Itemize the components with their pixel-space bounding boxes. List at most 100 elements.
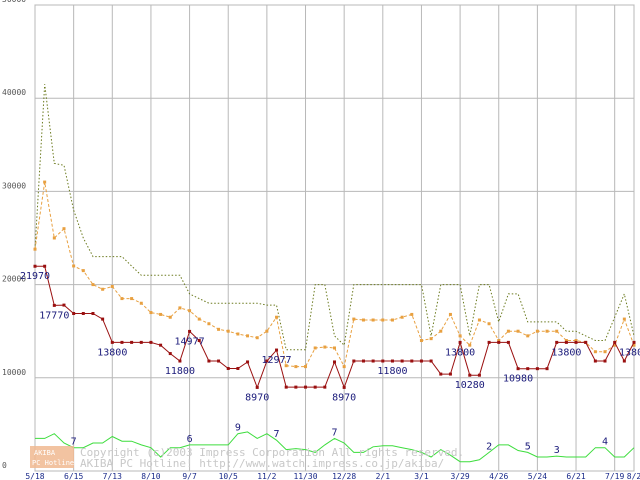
series-point: [304, 385, 308, 389]
x-axis: 5/18 6/15 7/13 8/10 9/7 10/5 11/2 11/30 12/28 2/1…: [25, 472, 640, 480]
series-point: [545, 329, 549, 333]
series-point: [139, 301, 143, 305]
series-point: [43, 180, 47, 184]
series-point: [333, 360, 336, 364]
x-tick-label: 10/5: [219, 472, 238, 480]
series-point: [226, 329, 230, 333]
series-point: [506, 340, 510, 344]
series-point: [226, 366, 230, 370]
series-point: [120, 340, 124, 344]
series-point: [62, 303, 66, 307]
series-point: [497, 339, 501, 343]
data-label: 11800: [165, 366, 195, 377]
series-point: [91, 283, 95, 287]
series-point: [390, 359, 394, 363]
x-tick-label: 8/2: [627, 472, 640, 480]
series-point: [255, 336, 259, 340]
series-point: [207, 359, 211, 363]
series-point: [178, 306, 182, 310]
series-point: [361, 318, 365, 322]
y-tick-label: 10000: [2, 368, 26, 377]
x-tick-label: 8/10: [141, 472, 160, 480]
series-point: [545, 367, 549, 371]
x-tick-label: 11/30: [293, 472, 317, 480]
count-label: 6: [187, 434, 193, 445]
series-point: [110, 284, 114, 288]
series-point: [197, 317, 201, 321]
y-tick-label: 20000: [2, 275, 26, 284]
series-point: [149, 340, 153, 344]
series-point: [130, 340, 134, 344]
series-point: [458, 340, 462, 344]
series-point: [323, 345, 327, 349]
data-label: 13800: [445, 347, 475, 358]
series-point: [632, 343, 636, 347]
y-tick-label: 40000: [2, 88, 26, 97]
series-point: [101, 287, 105, 291]
series-point: [236, 332, 240, 336]
series-point: [284, 364, 288, 368]
x-tick-label: 5/24: [528, 472, 547, 480]
series-point: [130, 297, 134, 301]
data-label: 11800: [377, 366, 407, 377]
series-point: [81, 269, 85, 273]
series-point: [448, 372, 452, 376]
series-point: [188, 309, 192, 313]
series-line: [34, 182, 635, 369]
series-point: [294, 365, 298, 369]
x-tick-label: 5/18: [25, 472, 44, 480]
series-point: [265, 359, 269, 363]
series-point: [323, 385, 327, 389]
series-point: [197, 339, 201, 343]
series-point: [439, 372, 443, 376]
x-tick-label: 7/13: [103, 472, 122, 480]
series-point: [91, 311, 95, 315]
series-point: [33, 264, 37, 268]
series-point: [632, 340, 636, 344]
series-point: [313, 346, 317, 350]
series-point: [429, 359, 433, 363]
x-tick-label: 7/19: [605, 472, 624, 480]
series-point: [410, 312, 414, 316]
akiba-logo: AKIBA PC Hotline!: [30, 446, 78, 468]
series-point: [419, 359, 423, 363]
series-point: [81, 311, 85, 315]
series-point: [149, 311, 153, 315]
data-label: 17770: [39, 310, 69, 321]
series-point: [381, 318, 385, 322]
logo-line1: AKIBA: [34, 449, 56, 457]
series-point: [110, 340, 114, 344]
series-point: [284, 385, 288, 389]
logo-line2: PC Hotline!: [32, 459, 78, 467]
series-point: [207, 322, 211, 326]
series-point: [275, 315, 279, 319]
series-point: [72, 311, 76, 315]
series-point: [400, 359, 404, 363]
count-label: 4: [602, 437, 608, 448]
x-tick-label: 6/15: [64, 472, 83, 480]
series-point: [535, 329, 539, 333]
series-point: [381, 359, 385, 363]
series-point: [613, 343, 617, 347]
count-label: 7: [274, 429, 280, 440]
series-point: [352, 317, 356, 321]
series-point: [439, 329, 443, 333]
series-point: [139, 340, 143, 344]
series-point: [188, 329, 192, 333]
x-tick-label: 2/1: [376, 472, 391, 480]
series-point: [613, 340, 617, 344]
series-point: [526, 334, 530, 338]
series-point: [52, 303, 56, 307]
series-point: [371, 359, 375, 363]
series-layer: [33, 84, 636, 463]
series-point: [400, 315, 404, 319]
series-point: [497, 340, 501, 344]
series-point: [72, 264, 76, 268]
series-point: [410, 359, 414, 363]
count-label: 5: [525, 441, 531, 452]
series-point: [458, 334, 462, 338]
count-label: 7: [331, 427, 337, 438]
series-point: [120, 297, 124, 301]
x-tick-label: 4/26: [489, 472, 508, 480]
data-label: 10980: [503, 374, 533, 385]
